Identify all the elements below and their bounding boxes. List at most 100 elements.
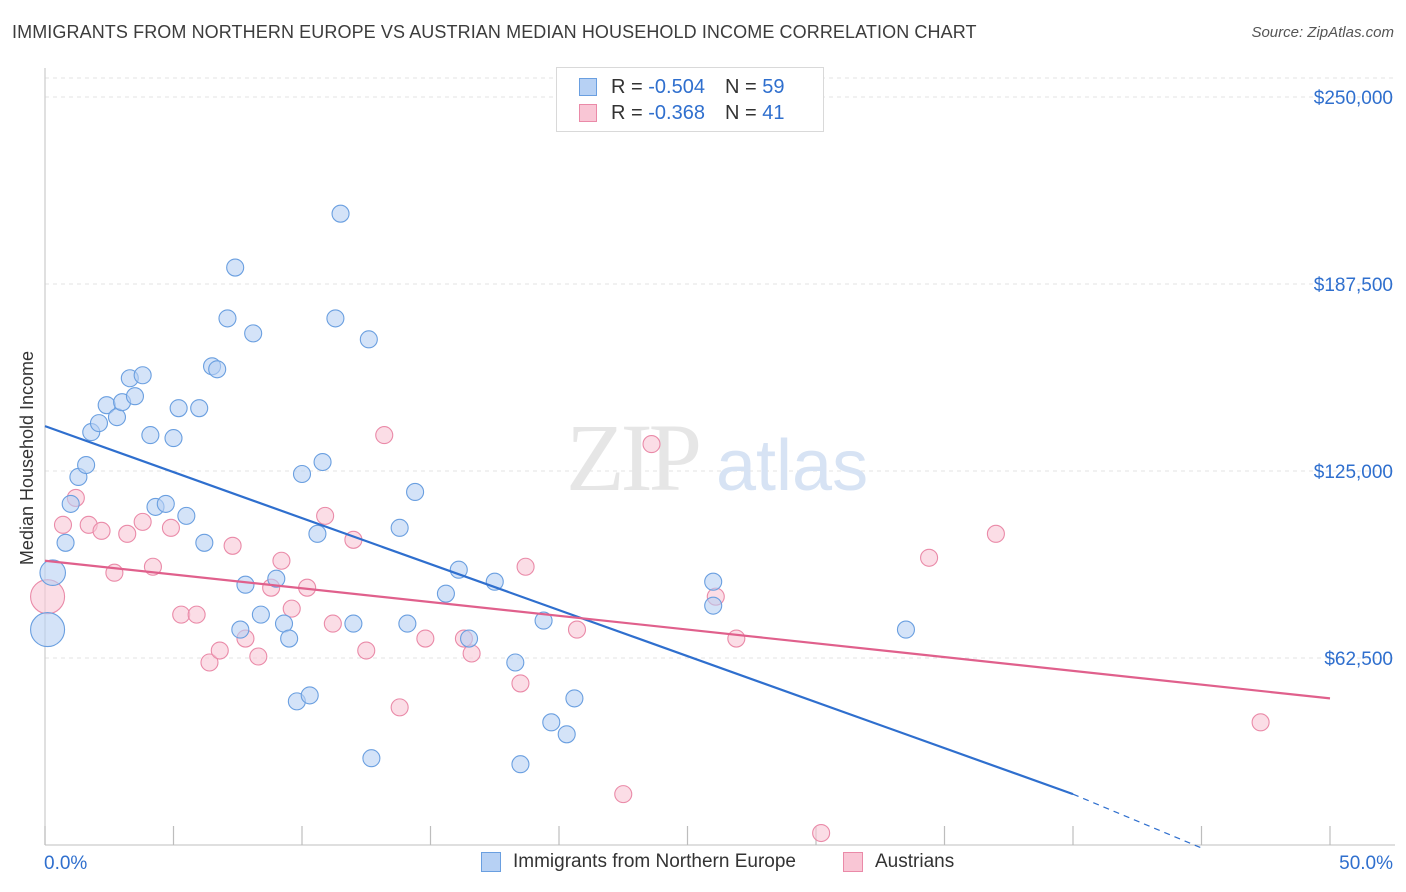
watermark: ZIP atlas <box>566 404 868 511</box>
data-point <box>190 399 209 418</box>
legend-swatch-pink <box>579 104 597 122</box>
data-point <box>39 559 67 587</box>
x-tick-labels: 0.0% 50.0% <box>44 853 1393 874</box>
data-point <box>156 494 175 513</box>
data-point <box>282 599 301 618</box>
data-point <box>236 575 255 594</box>
data-point <box>177 506 196 525</box>
data-point <box>542 713 561 732</box>
data-point <box>30 612 66 648</box>
data-point <box>390 698 409 717</box>
data-point <box>462 644 481 663</box>
data-point <box>172 605 191 624</box>
data-point <box>326 309 345 328</box>
data-point <box>195 533 214 552</box>
gridlines <box>45 77 1395 659</box>
data-point <box>344 614 363 633</box>
legend-label: Austrians <box>875 851 955 872</box>
trend-line-immigrants <box>44 425 1074 796</box>
y-tick-label: $125,000 <box>1314 462 1393 483</box>
legend-r-label: R = <box>611 101 643 124</box>
watermark-atlas: atlas <box>716 426 868 506</box>
legend-swatch-blue <box>579 78 597 96</box>
data-point <box>642 435 661 454</box>
trend-line-austrians <box>44 559 1331 700</box>
data-point <box>200 653 219 672</box>
data-point <box>244 324 263 343</box>
legend-n-value: 41 <box>762 101 785 124</box>
data-point <box>704 572 723 591</box>
data-point <box>323 614 342 633</box>
y-tick-label: $250,000 <box>1314 88 1393 109</box>
legend-series: Immigrants from Northern Europe Austrian… <box>0 851 1406 879</box>
y-axis-label: Median Household Income <box>17 351 37 565</box>
data-point <box>506 653 525 672</box>
data-point <box>316 506 335 525</box>
data-point <box>313 452 332 472</box>
data-point <box>459 629 479 648</box>
data-point <box>416 629 435 648</box>
series-immigrants-northern-europe <box>30 204 916 774</box>
x-tick-label: 0.0% <box>44 853 87 874</box>
data-point <box>56 533 75 552</box>
data-point <box>169 399 188 418</box>
data-point <box>511 755 530 774</box>
legend-r-label: R = <box>611 75 643 98</box>
data-point <box>436 584 455 603</box>
data-point <box>614 785 633 804</box>
legend-stats: R = -0.504 N = 59 R = -0.368 N = 41 <box>556 67 824 132</box>
data-point <box>449 560 468 579</box>
axes <box>44 68 1395 846</box>
y-tick-label: $187,500 <box>1314 275 1393 296</box>
data-point <box>77 455 96 475</box>
legend-item-austrians: Austrians <box>843 851 954 873</box>
legend-swatch-blue <box>481 852 501 872</box>
legend-n-label: N = <box>724 75 757 98</box>
data-point <box>210 641 229 660</box>
trend-line-immigrants-extension <box>1072 793 1202 849</box>
watermark-zip: ZIP <box>566 404 699 511</box>
data-point <box>896 620 916 639</box>
data-point <box>223 536 242 555</box>
legend-n-value: 59 <box>762 75 785 98</box>
data-point <box>133 512 152 531</box>
data-point <box>516 557 535 576</box>
data-point <box>565 689 584 708</box>
data-point <box>534 611 553 630</box>
legend-r-value: -0.368 <box>648 101 705 124</box>
y-tick-labels: $62,500 $125,000 $187,500 $250,000 <box>1314 88 1393 670</box>
data-point <box>164 429 183 448</box>
data-point <box>567 620 587 639</box>
data-point <box>267 569 286 588</box>
data-point <box>359 330 378 349</box>
data-point <box>357 641 376 660</box>
y-tick-label: $62,500 <box>1324 649 1393 670</box>
data-point <box>920 548 939 567</box>
data-point <box>53 515 73 534</box>
data-point <box>362 749 381 768</box>
data-point <box>249 647 268 666</box>
data-point <box>331 204 350 223</box>
data-point <box>141 426 160 445</box>
data-point <box>398 614 417 633</box>
trend-lines <box>44 425 1331 849</box>
data-point <box>280 629 299 648</box>
data-point <box>125 387 144 406</box>
x-tick-label: 50.0% <box>1339 853 1393 874</box>
data-point <box>375 426 394 445</box>
data-point <box>133 366 152 385</box>
legend-n-label: N = <box>724 101 757 124</box>
data-point <box>161 518 180 537</box>
data-point <box>218 309 237 328</box>
data-point <box>727 629 746 648</box>
legend-label: Immigrants from Northern Europe <box>513 851 796 872</box>
chart-title: IMMIGRANTS FROM NORTHERN EUROPE VS AUSTR… <box>12 22 977 42</box>
data-point <box>557 725 576 744</box>
data-point <box>812 823 831 843</box>
data-point <box>92 521 111 540</box>
data-point <box>308 524 327 543</box>
legend-item-immigrants: Immigrants from Northern Europe <box>481 851 796 873</box>
data-point <box>226 258 245 277</box>
data-point <box>231 620 250 639</box>
